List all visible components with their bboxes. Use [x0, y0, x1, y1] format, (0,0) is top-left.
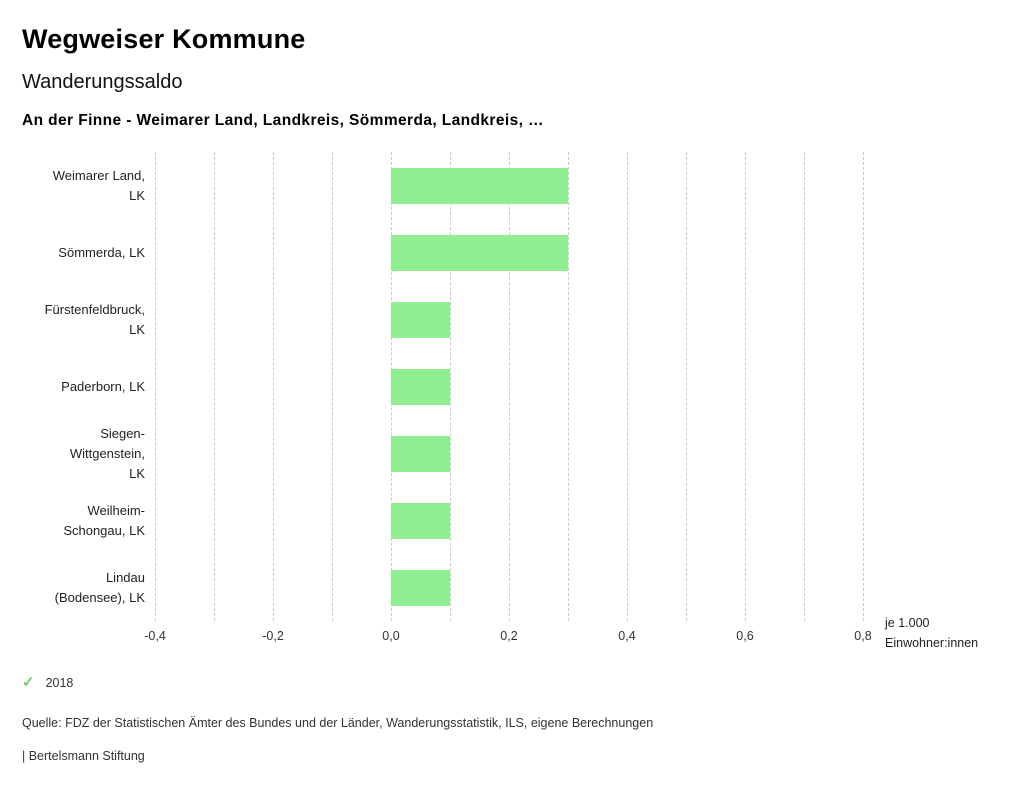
category-label: Weilheim- Schongau, LK [63, 502, 145, 538]
chart: Weimarer Land, LK Sömmerda, LK Fürstenfeldb… [22, 152, 1002, 661]
plot-column: -0,4 -0,2 0,0 0,2 0,4 0,6 0,8 [144, 152, 872, 661]
category-label: Sömmerda, LK [58, 244, 145, 260]
category-label: Fürstenfeldbruck, LK [44, 301, 145, 337]
page-title: Wegweiser Kommune [22, 24, 306, 54]
bar[interactable] [391, 502, 450, 539]
axis-unit-line2: Einwohner:innen [885, 636, 979, 650]
page: Wegweiser Kommune Wanderungssaldo An der… [22, 24, 1002, 763]
category-label: Paderborn, LK [61, 378, 145, 394]
x-tick-label: -0,2 [262, 629, 284, 643]
bar[interactable] [391, 167, 568, 204]
bar[interactable] [391, 368, 450, 405]
gridline [627, 152, 628, 621]
gridline [745, 152, 746, 621]
gridline [273, 152, 274, 621]
category-label: Lindau (Bodensee), LK [54, 569, 145, 605]
gridline [568, 152, 569, 621]
check-icon: ✓ [22, 674, 35, 691]
selection-title: An der Finne - Weimarer Land, Landkreis,… [22, 112, 544, 129]
x-tick-label: 0,0 [382, 629, 400, 643]
gridline [863, 152, 864, 621]
axis-unit: je 1.000 Einwohner:innen [863, 152, 1002, 661]
gridline [450, 152, 451, 621]
gridline [686, 152, 687, 621]
x-tick-label: 0,6 [736, 629, 754, 643]
bar[interactable] [391, 301, 450, 338]
x-tick-label: 0,2 [500, 629, 518, 643]
chart-title: Wanderungssaldo [22, 71, 183, 93]
gridline [214, 152, 215, 621]
x-tick-label: 0,8 [854, 629, 872, 643]
category-label: Weimarer Land, LK [52, 167, 145, 203]
gridline [155, 152, 156, 621]
plot-area [155, 152, 864, 621]
axis-unit-line1: je 1.000 [885, 616, 930, 630]
x-tick-label: 0,4 [618, 629, 636, 643]
category-label: Siegen- Wittgenstein, LK [69, 425, 145, 481]
source-text: Quelle: FDZ der Statistischen Ämter des … [22, 716, 654, 730]
gridline [509, 152, 510, 621]
branding-text: | Bertelsmann Stiftung [22, 749, 145, 763]
gridline [804, 152, 805, 621]
bar[interactable] [391, 569, 450, 606]
category-labels: Weimarer Land, LK Sömmerda, LK Fürstenfeldb… [22, 152, 155, 661]
gridline [332, 152, 333, 621]
legend[interactable]: ✓ 2018 [22, 675, 1002, 690]
legend-label: 2018 [45, 675, 74, 690]
x-axis: -0,4 -0,2 0,0 0,2 0,4 0,6 0,8 [144, 621, 871, 661]
bar[interactable] [391, 234, 568, 271]
bar[interactable] [391, 435, 450, 472]
x-tick-label: -0,4 [144, 629, 166, 643]
